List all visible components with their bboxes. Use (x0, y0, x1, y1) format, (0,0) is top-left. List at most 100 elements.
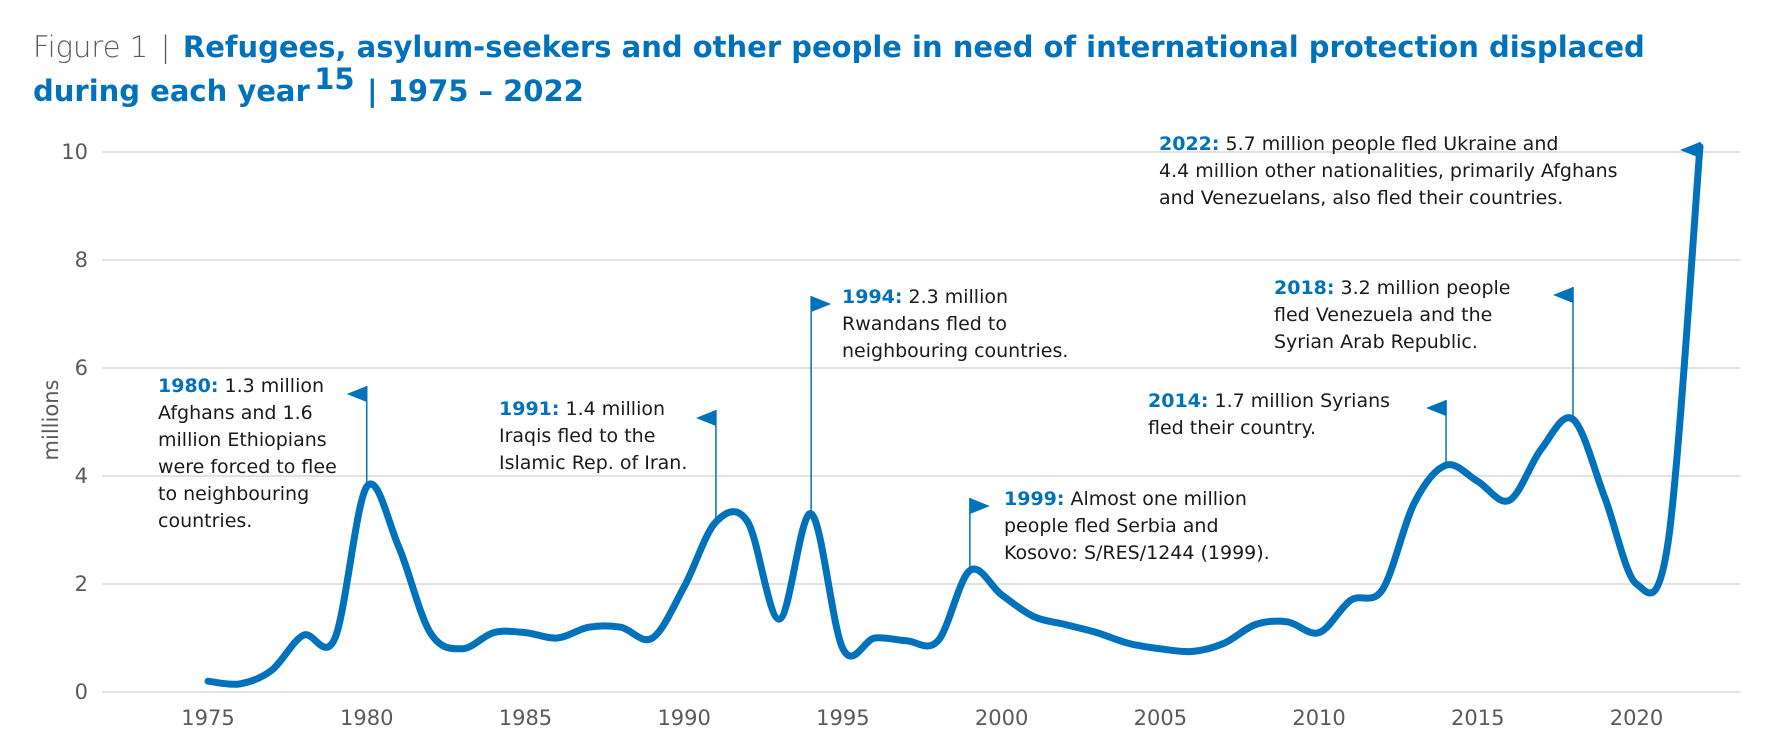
annotation-2014: 2014: 1.7 million Syrians fled their count… (1148, 390, 1447, 464)
data-point (1157, 646, 1163, 652)
svg-text:Figure 1 | Refugee: Figure 1 | Refugees, asylum-seekers and … (33, 30, 1645, 64)
data-point (205, 678, 211, 684)
x-tick-label: 1975 (181, 706, 234, 730)
data-point (1665, 538, 1671, 544)
annotation-text: 2018: 3.2 million people fled Venezuela an… (1274, 277, 1510, 353)
data-point (872, 635, 878, 641)
x-tick-label: 1985 (499, 706, 552, 730)
annotation-line: people fled Serbia and (1004, 515, 1219, 537)
annotation-line: 2.3 million (908, 286, 1008, 308)
annotation-text: 1999: Almost one million people fled Serbi… (1004, 488, 1270, 564)
data-point (491, 630, 497, 636)
data-point (1507, 497, 1513, 503)
data-point (713, 519, 719, 525)
y-tick-label: 0 (75, 680, 88, 704)
annotation-line: Iraqis fled to the (499, 425, 655, 447)
data-point (268, 667, 274, 673)
data-point (745, 519, 751, 525)
data-point (935, 638, 941, 644)
annotation-line: countries. (158, 510, 252, 532)
data-point (395, 543, 401, 549)
data-point (1411, 500, 1417, 506)
y-tick-label: 8 (75, 248, 88, 272)
data-point (1316, 630, 1322, 636)
annotation-2022: 2022: 5.7 million people fled Ukraine and… (1159, 133, 1701, 209)
data-point (1221, 640, 1227, 646)
data-point (459, 646, 465, 652)
x-tick-label: 1990 (657, 706, 710, 730)
data-point (649, 635, 655, 641)
annotation-line: fled Venezuela and the (1274, 304, 1492, 326)
annotation-1980: 1980: 1.3 million Afghans and 1.6 million E… (158, 375, 368, 532)
annotation-flag-icon (346, 386, 367, 402)
annotation-line: 1.3 million (224, 375, 324, 397)
data-point (808, 511, 814, 517)
data-point (1284, 619, 1290, 625)
y-axis-ticks: 0 2 4 6 8 10 (61, 140, 88, 704)
annotation-year: 1980: (158, 375, 218, 397)
y-tick-label: 10 (61, 140, 88, 164)
x-tick-label: 2000 (975, 706, 1028, 730)
annotation-line: fled their country. (1148, 417, 1316, 439)
data-point (1443, 462, 1449, 468)
data-point (1094, 630, 1100, 636)
annotation-text: 1980: 1.3 million Afghans and 1.6 million E… (158, 375, 337, 532)
annotation-line: million Ethiopians (158, 429, 327, 451)
data-point (364, 484, 370, 490)
data-point (237, 681, 243, 687)
figure-label: Figure 1 (33, 30, 148, 64)
data-point (618, 624, 624, 630)
annotation-line: Rwandans fled to (842, 313, 1007, 335)
x-tick-label: 2020 (1610, 706, 1663, 730)
annotation-year: 2018: (1274, 277, 1334, 299)
data-point (586, 624, 592, 630)
data-point (681, 584, 687, 590)
annotations: 1980: 1.3 million Afghans and 1.6 million E… (158, 133, 1701, 569)
svg-text:during each year 15: during each year 15 | 1975 – 2022 (33, 62, 584, 108)
annotation-text: 2022: 5.7 million people fled Ukraine and… (1159, 133, 1618, 209)
title-date-range: | 1975 – 2022 (367, 74, 584, 108)
annotation-year: 2022: (1159, 133, 1219, 155)
data-point (903, 638, 909, 644)
data-point (1570, 416, 1576, 422)
annotation-text: 1991: 1.4 million Iraqis fled to the Islami… (499, 398, 687, 474)
data-point (300, 632, 306, 638)
data-point (1538, 446, 1544, 452)
title-line-1: Refugees, asylum-seekers and other peopl… (183, 30, 1645, 64)
annotation-1999: 1999: Almost one million people fled Serbi… (969, 488, 1270, 569)
annotation-year: 1991: (499, 398, 559, 420)
data-point (1126, 640, 1132, 646)
annotation-flag-icon (969, 498, 990, 514)
series-layer (204, 143, 1704, 688)
data-point (1380, 586, 1386, 592)
data-point (1634, 581, 1640, 587)
data-point (1189, 649, 1195, 655)
annotation-line: were forced to flee (158, 456, 337, 478)
x-tick-label: 2015 (1451, 706, 1504, 730)
x-axis-ticks: 1975 1980 1985 1990 1995 2000 2005 2010 2015 2020 (181, 706, 1663, 730)
x-tick-label: 2010 (1292, 706, 1345, 730)
figure-title: Figure 1 | Refugees, asylum-seekers and … (33, 30, 1645, 108)
annotation-line: 1.4 million (565, 398, 665, 420)
data-point (1062, 622, 1068, 628)
x-tick-label: 1995 (816, 706, 869, 730)
title-line-2: during each year (33, 74, 310, 108)
annotation-year: 2014: (1148, 390, 1208, 412)
data-point (840, 646, 846, 652)
data-point (1348, 597, 1354, 603)
annotation-flag-icon (695, 410, 716, 426)
annotation-flag-icon (1553, 287, 1574, 303)
data-point (332, 635, 338, 641)
annotation-line: to neighbouring (158, 483, 309, 505)
data-point (427, 630, 433, 636)
annotation-line: 4.4 million other nationalities, primari… (1159, 160, 1618, 182)
annotation-1991: 1991: 1.4 million Iraqis fled to the Islami… (499, 398, 717, 520)
annotation-line: Syrian Arab Republic. (1274, 331, 1478, 353)
annotation-year: 1994: (842, 286, 902, 308)
data-point (999, 592, 1005, 598)
annotation-flag-icon (811, 296, 832, 312)
y-tick-label: 6 (75, 356, 88, 380)
annotation-line: 3.2 million people (1340, 277, 1510, 299)
data-point (1697, 144, 1703, 150)
